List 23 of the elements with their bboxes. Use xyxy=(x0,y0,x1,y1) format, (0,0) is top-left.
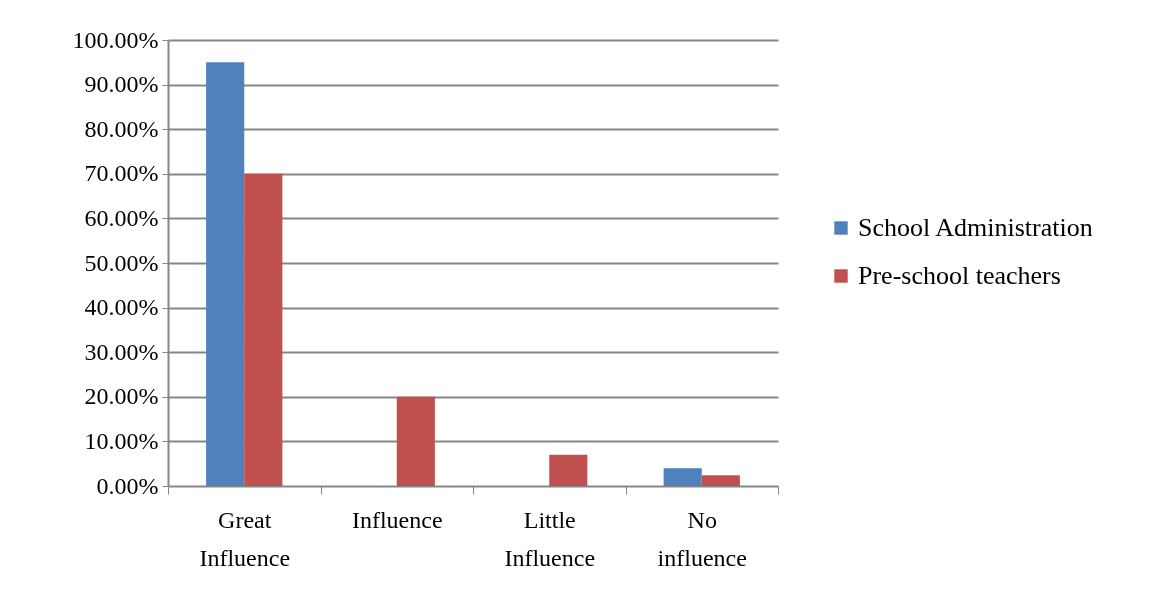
y-tick-label: 70.00% xyxy=(84,160,159,187)
y-tick-label: 90.00% xyxy=(84,71,159,98)
bar xyxy=(244,173,283,486)
y-tick-label: 30.00% xyxy=(84,338,159,365)
y-tick-label: 60.00% xyxy=(84,204,159,231)
x-tick-label: No influence xyxy=(657,506,747,571)
bar xyxy=(663,468,702,486)
y-tick-label: 20.00% xyxy=(84,383,159,410)
legend-label: Pre-school teachers xyxy=(858,261,1061,290)
bar xyxy=(701,475,740,486)
y-tick-label: 80.00% xyxy=(84,115,159,142)
x-tick-label: Great Influence xyxy=(199,506,291,571)
x-tick-label: Influence xyxy=(351,506,443,533)
legend-label: School Administration xyxy=(858,213,1093,242)
y-tick-label: 50.00% xyxy=(84,249,159,276)
y-tick-label: 0.00% xyxy=(96,472,159,499)
y-tick-label: 40.00% xyxy=(84,294,159,321)
y-tick-label: 10.00% xyxy=(84,427,159,454)
bar xyxy=(549,454,588,486)
bar xyxy=(396,396,435,486)
bar xyxy=(206,62,245,486)
x-tick-label: Little Influence xyxy=(504,506,596,571)
y-tick-label: 100.00% xyxy=(72,26,159,53)
